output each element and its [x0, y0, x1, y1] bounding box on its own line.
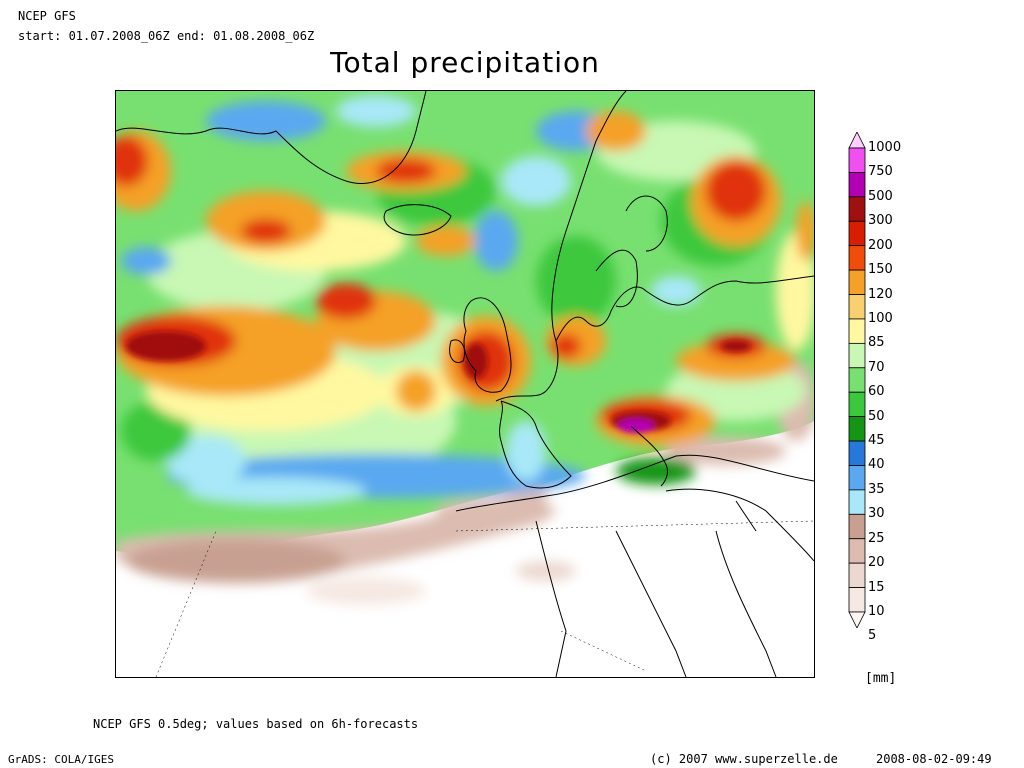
legend-tick-70: 70: [868, 359, 885, 375]
legend-tick-1000: 1000: [868, 140, 902, 155]
legend-tick-50: 50: [868, 408, 885, 424]
legend-tick-60: 60: [868, 384, 885, 400]
precipitation-field: [116, 91, 814, 677]
legend-swatch-500: [848, 172, 866, 198]
legend-tick-40: 40: [868, 457, 885, 473]
legend-swatch-20: [848, 538, 866, 564]
legend-swatch-45: [848, 416, 866, 442]
legend-swatch-25: [848, 513, 866, 540]
color-legend: [848, 131, 866, 629]
legend-tick-5: 5: [868, 628, 877, 644]
legend-swatch-85: [848, 318, 866, 344]
legend-tick-20: 20: [868, 555, 885, 571]
period-label: start: 01.07.2008_06Z end: 01.08.2008_06…: [18, 29, 315, 43]
unit-label: [mm]: [865, 671, 897, 686]
legend-tick-25: 25: [868, 530, 885, 546]
model-label: NCEP GFS: [18, 9, 76, 23]
timestamp-label: 2008-08-02-09:49: [876, 752, 992, 766]
legend-tick-30: 30: [868, 506, 885, 522]
legend-tick-500: 500: [868, 188, 893, 204]
map-title: Total precipitation: [330, 46, 600, 79]
legend-tick-45: 45: [868, 433, 885, 449]
software-credit: GrADS: COLA/IGES: [8, 753, 114, 766]
precipitation-map: [115, 90, 815, 678]
legend-swatch-200: [848, 220, 866, 247]
legend-tick-300: 300: [868, 213, 893, 229]
legend-tick-35: 35: [868, 481, 885, 497]
legend-swatch-120: [848, 269, 866, 295]
legend-swatch-70: [848, 342, 866, 369]
legend-swatch-10: [848, 587, 866, 613]
legend-swatch-300: [848, 196, 866, 222]
legend-swatch-15: [848, 562, 866, 588]
legend-swatch-5: [848, 611, 866, 629]
copyright-label: (c) 2007 www.superzelle.de: [650, 752, 838, 766]
legend-swatch-60: [848, 367, 866, 393]
legend-swatch-1000: [848, 131, 866, 149]
model-note: NCEP GFS 0.5deg; values based on 6h-fore…: [93, 717, 419, 731]
legend-swatch-150: [848, 245, 866, 271]
legend-swatch-40: [848, 440, 866, 466]
legend-tick-750: 750: [868, 164, 893, 180]
legend-swatch-750: [848, 147, 866, 173]
legend-swatch-50: [848, 391, 866, 418]
legend-tick-200: 200: [868, 237, 893, 253]
legend-bar: [848, 131, 866, 629]
legend-swatch-100: [848, 294, 866, 320]
legend-tick-10: 10: [868, 604, 885, 619]
legend-tick-15: 15: [868, 579, 885, 595]
legend-tick-100: 100: [868, 310, 893, 326]
legend-swatch-35: [848, 465, 866, 491]
legend-tick-150: 150: [868, 262, 893, 278]
legend-tick-120: 120: [868, 286, 893, 302]
legend-tick-85: 85: [868, 335, 885, 351]
legend-swatch-30: [848, 489, 866, 515]
